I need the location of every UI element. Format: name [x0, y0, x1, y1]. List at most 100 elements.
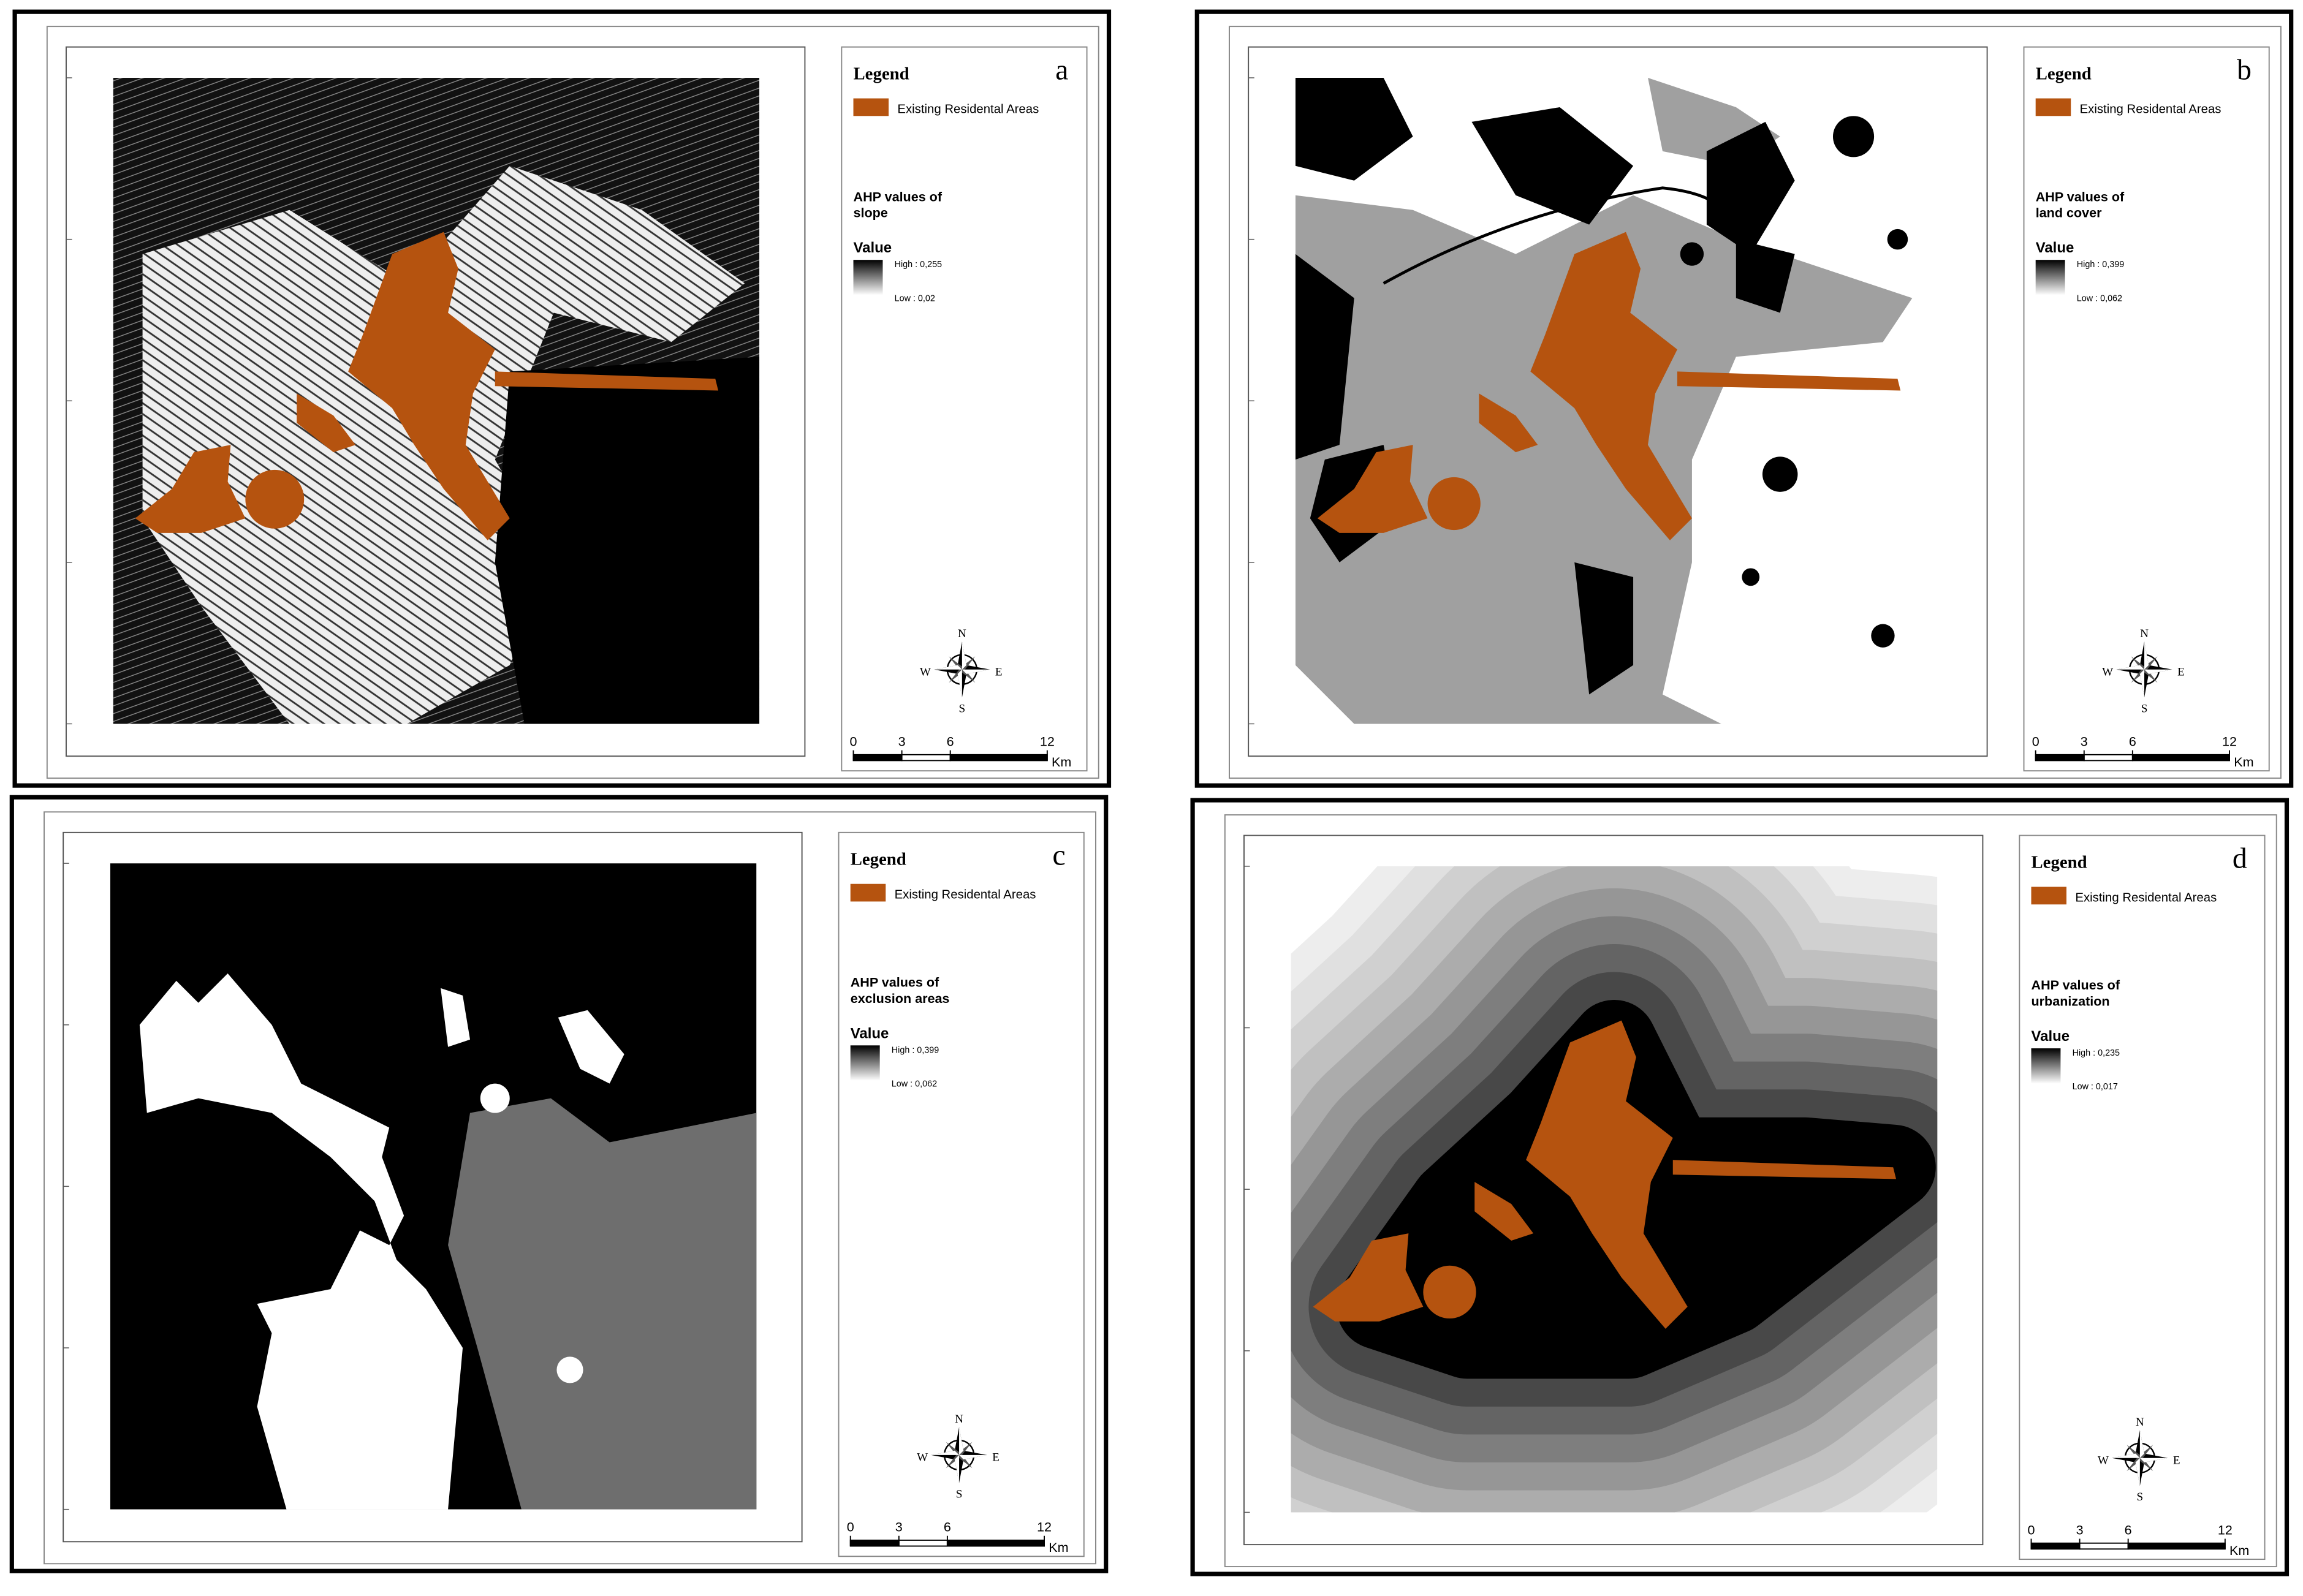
scale-segment: [949, 754, 1048, 762]
map: [1291, 866, 1938, 1513]
legend-item: Existing Residental Areas: [2075, 891, 2217, 904]
black-cover: [1887, 229, 1908, 250]
grey-cover: [1295, 195, 1913, 724]
gradient: [850, 1045, 880, 1081]
compass: N S E W: [2098, 1416, 2180, 1503]
low-label: Low : 0,02: [895, 293, 935, 303]
value-title: Value: [854, 240, 892, 256]
layer-title: slope: [854, 205, 888, 221]
map-panel: Legend c Existing Residental Areas AHP valu…: [9, 795, 1109, 1573]
layer-title: AHP values of: [851, 974, 939, 989]
compass-letter: N: [955, 1413, 963, 1426]
scale-label: 6: [947, 733, 954, 749]
legend-title: Legend: [851, 850, 906, 869]
panel-letter: c: [1052, 839, 1065, 872]
legend-item: Existing Residental Areas: [897, 103, 1039, 116]
layer-title: exclusion areas: [851, 991, 950, 1006]
map-panel: Legend b Existing Residental Areas AHP valu…: [1194, 9, 2294, 788]
scale-segment: [946, 1539, 1045, 1547]
residential: [1427, 477, 1481, 531]
black-cover: [1471, 107, 1634, 225]
scale-segment: [2079, 1542, 2129, 1550]
map-frame: [63, 831, 803, 1543]
scale-label: 12: [2222, 733, 2237, 749]
scale-label: 6: [2125, 1522, 2132, 1537]
legend-title: Legend: [2036, 64, 2092, 83]
layout-frame: [1229, 26, 2282, 779]
white-area: [558, 1010, 624, 1084]
road: [1383, 186, 1738, 285]
compass-letter: W: [920, 665, 931, 678]
panel-letter: b: [2237, 53, 2252, 86]
black-cover: [1736, 239, 1795, 313]
scale-label: 3: [2076, 1522, 2084, 1537]
compass-star: [946, 1442, 973, 1469]
compass-letter: W: [2098, 1454, 2109, 1467]
white-area: [480, 1083, 510, 1113]
legend-item: Existing Residental Areas: [895, 888, 1036, 902]
value-title: Value: [2036, 240, 2074, 256]
scale-label: 0: [850, 733, 857, 749]
scale-segment: [898, 1539, 948, 1547]
scale-label: 12: [2218, 1522, 2233, 1537]
map-panel: Legend a Existing Residental Areas AHP valu…: [12, 9, 1112, 788]
high-label: High : 0,235: [2073, 1048, 2120, 1058]
black-cover: [1762, 456, 1798, 492]
legend: Legend c Existing Residental Areas AHP valu…: [838, 831, 1085, 1557]
scale-label: 6: [2129, 733, 2136, 749]
legend: Legend b Existing Residental Areas AHP valu…: [2023, 46, 2270, 772]
scale-label: 3: [895, 1519, 903, 1535]
legend-swatch: [2031, 887, 2067, 905]
compass-letter: N: [2140, 627, 2149, 640]
residential: [135, 232, 719, 540]
layer-title: AHP values of: [2032, 977, 2120, 993]
residential: [245, 469, 305, 529]
legend: Legend d Existing Residental Areas AHP valu…: [2019, 834, 2266, 1560]
legend-box: [2023, 46, 2270, 772]
scale-label: 0: [847, 1519, 854, 1535]
scale-unit: Km: [2229, 1543, 2249, 1558]
map-frame: [1243, 834, 1984, 1546]
compass-letter: E: [2173, 1454, 2180, 1467]
map: [113, 78, 760, 724]
grey-area: [448, 1098, 757, 1510]
legend-swatch: [850, 883, 886, 902]
white-area: [441, 988, 471, 1047]
map-frame: [66, 46, 806, 757]
compass: N S E W: [917, 1413, 1000, 1500]
panel-letter: d: [2233, 842, 2247, 874]
layout-frame: [46, 26, 1099, 779]
scale-label: 12: [1037, 1519, 1052, 1535]
low-label: Low : 0,062: [2077, 293, 2122, 303]
legend: Legend a Existing Residental Areas AHP valu…: [841, 46, 1088, 772]
compass-letter: N: [2136, 1416, 2144, 1429]
legend-swatch: [853, 98, 889, 116]
compass: N S E W: [920, 627, 1003, 715]
scale-label: 3: [898, 733, 906, 749]
layout-frame: [1224, 814, 2277, 1568]
compass-star-light: [2116, 641, 2172, 698]
low-label: Low : 0,017: [2073, 1082, 2118, 1092]
layer-title: AHP values of: [854, 189, 943, 204]
gradient: [853, 260, 883, 295]
compass-letter: N: [958, 627, 966, 640]
residential: [1423, 1265, 1476, 1319]
map: [1295, 78, 1942, 724]
panel-letter: a: [1055, 53, 1068, 86]
legend-title: Legend: [854, 64, 909, 83]
flat-terrain: [495, 357, 760, 724]
compass-letter: E: [992, 1451, 1000, 1464]
residential: [1313, 1020, 1897, 1329]
black-cover: [1680, 242, 1704, 266]
map: [110, 863, 757, 1510]
black-cover: [1295, 254, 1354, 460]
compass-letter: S: [2137, 1491, 2144, 1503]
high-label: High : 0,399: [892, 1045, 939, 1055]
black-cover: [1706, 121, 1795, 254]
scale-label: 0: [2032, 733, 2039, 749]
scale-label: 3: [2081, 733, 2088, 749]
scale-label: 0: [2028, 1522, 2035, 1537]
value-title: Value: [2032, 1028, 2070, 1045]
